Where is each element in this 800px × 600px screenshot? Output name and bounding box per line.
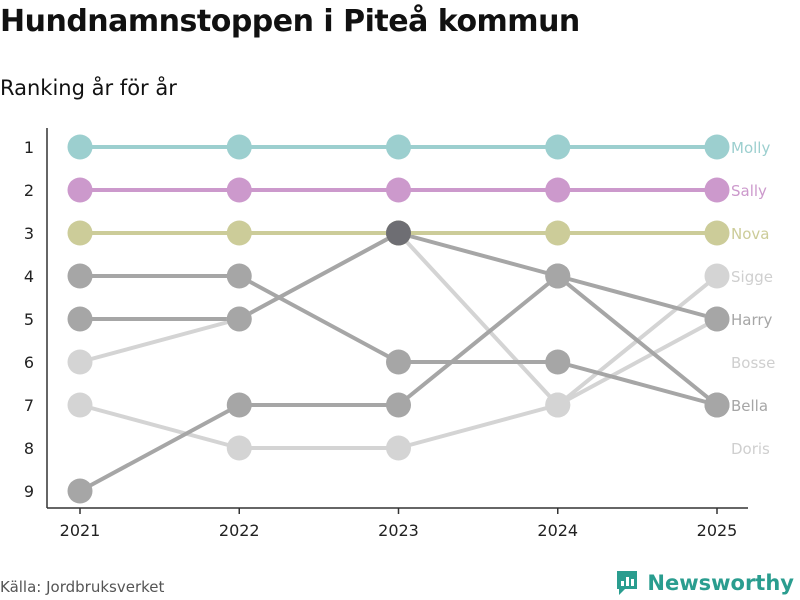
x-tick-label: 2025 <box>697 521 738 540</box>
end-labels: Molly Sally Nova Sigge Harry Bosse Bella Doris <box>731 139 775 458</box>
y-tick-label: 9 <box>24 482 34 501</box>
chart-title: Hundnamnstoppen i Piteå kommun <box>0 4 580 39</box>
series-dot-harry <box>67 478 93 504</box>
end-label-sigge: Sigge <box>731 268 773 286</box>
axis-layer: 1 2 3 4 5 6 7 8 9 2021 2022 2023 2024 2025 <box>24 128 748 540</box>
x-tick-label: 2024 <box>537 521 578 540</box>
x-tick-label: 2021 <box>60 521 101 540</box>
end-label-nova: Nova <box>731 225 769 243</box>
series-dot-nova <box>704 220 730 246</box>
series-dot-nova <box>226 220 252 246</box>
y-tick-label: 7 <box>24 396 34 415</box>
y-tick-label: 4 <box>24 267 34 286</box>
series-dot-harry <box>386 392 411 418</box>
y-tick-label: 8 <box>24 439 34 458</box>
series-dot-sally <box>226 177 252 203</box>
series-dot-harry <box>226 392 252 418</box>
series-dot-nova <box>67 220 93 246</box>
series-dot-bella <box>67 263 93 289</box>
series-dot-sally <box>704 177 730 203</box>
series-dot-nova <box>545 220 571 246</box>
end-label-sally: Sally <box>731 182 767 200</box>
series-dot-bella <box>226 263 252 289</box>
source-note: Källa: Jordbruksverket <box>0 578 165 596</box>
series-dot-bosse <box>226 306 252 332</box>
series-dot-molly <box>226 134 252 160</box>
series-dot-harry <box>704 306 730 332</box>
series-dot-bosse <box>67 306 93 332</box>
series-dot-sally <box>545 177 571 203</box>
end-label-bella: Bella <box>731 397 768 415</box>
series-dot-sigge <box>67 349 93 375</box>
series-dot-sally <box>67 177 93 203</box>
end-label-harry: Harry <box>731 311 773 329</box>
end-label-doris: Doris <box>731 440 770 458</box>
series-dot-bella <box>704 392 730 418</box>
series-dot-bella <box>545 349 571 375</box>
y-tick-label: 3 <box>24 224 34 243</box>
series-dot-molly <box>386 134 411 160</box>
end-label-molly: Molly <box>731 139 770 157</box>
chart-subtitle: Ranking år för år <box>0 76 177 100</box>
series-dot-sigge <box>704 263 730 289</box>
series-dots <box>67 134 730 504</box>
overlap-dot <box>386 220 411 246</box>
series-dot-doris <box>67 392 93 418</box>
series-dot-doris <box>386 435 411 461</box>
series-dot-harry <box>545 263 571 289</box>
end-label-bosse: Bosse <box>731 354 775 372</box>
series-dot-sigge <box>545 392 571 418</box>
series-dot-sally <box>386 177 411 203</box>
series-line-doris <box>78 317 719 450</box>
x-tick-label: 2022 <box>219 521 260 540</box>
newsworthy-icon <box>617 571 638 595</box>
y-tick-label: 6 <box>24 353 34 372</box>
series-dot-doris <box>226 435 252 461</box>
series-dot-bella <box>386 349 411 375</box>
x-tick-label: 2023 <box>378 521 419 540</box>
series-dot-molly <box>704 134 730 160</box>
y-tick-label: 5 <box>24 310 34 329</box>
brand-name: Newsworthy <box>647 571 794 595</box>
y-tick-label: 1 <box>24 138 34 157</box>
series-line-bella <box>78 274 719 407</box>
series-dot-molly <box>545 134 571 160</box>
series-dot-molly <box>67 134 93 160</box>
y-tick-label: 2 <box>24 181 34 200</box>
brand-logo[interactable]: Newsworthy <box>615 568 794 598</box>
